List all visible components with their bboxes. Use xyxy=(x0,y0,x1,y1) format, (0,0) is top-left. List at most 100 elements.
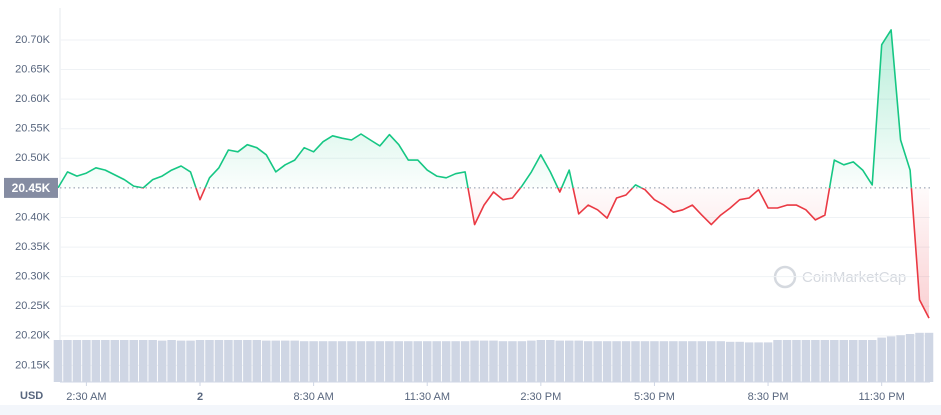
volume-bar xyxy=(886,336,896,382)
baseline-label-box xyxy=(4,177,58,198)
volume-bar xyxy=(262,340,271,382)
volume-bar xyxy=(621,341,631,382)
volume-bar xyxy=(441,341,451,382)
y-tick-label: 20.60K xyxy=(15,93,51,105)
volume-bar xyxy=(148,340,157,382)
volume-bar xyxy=(498,341,508,382)
volume-bar xyxy=(91,340,101,382)
volume-bar xyxy=(659,341,669,382)
volume-bar xyxy=(905,334,915,382)
price-line xyxy=(57,29,930,319)
volume-bar xyxy=(839,340,849,382)
baseline-label: 20.45K xyxy=(12,181,51,195)
volume-bar xyxy=(858,340,867,382)
volume-bar xyxy=(650,341,659,382)
volume-bar xyxy=(186,340,195,382)
volume-bar xyxy=(773,340,782,382)
volume-bar xyxy=(290,340,299,382)
y-tick-label: 20.20K xyxy=(15,330,51,342)
volume-bar xyxy=(205,340,214,382)
volume-bar xyxy=(896,335,905,382)
volume-bar xyxy=(252,340,262,382)
x-tick-label: 2:30 PM xyxy=(520,391,561,403)
volume-bar xyxy=(404,341,413,382)
volume-bar xyxy=(110,340,120,382)
watermark-text: CoinMarketCap xyxy=(802,269,906,286)
x-tick-label: 5:30 PM xyxy=(634,391,675,403)
volume-bar xyxy=(432,341,441,382)
y-tick-label: 20.25K xyxy=(15,300,51,312)
scroll-strip xyxy=(0,405,941,415)
volume-bar xyxy=(915,332,924,382)
y-tick-label: 20.15K xyxy=(15,359,51,371)
volume-bar xyxy=(243,340,252,382)
volume-bar xyxy=(195,340,205,382)
volume-bar xyxy=(782,340,792,382)
volume-bar xyxy=(53,340,63,382)
volume-bar xyxy=(422,341,432,382)
x-tick-label: 8:30 PM xyxy=(748,391,789,403)
volume-bar xyxy=(479,340,489,382)
volume-bar xyxy=(527,340,536,382)
y-tick-label: 20.70K xyxy=(15,34,51,46)
volume-bar xyxy=(583,341,593,382)
volume-bar xyxy=(877,337,886,382)
volume-bar xyxy=(233,340,243,382)
volume-bar xyxy=(725,341,735,382)
volume-bar xyxy=(385,341,394,382)
volume-bar xyxy=(754,342,763,382)
volume-bar xyxy=(546,340,555,382)
y-tick-label: 20.40K xyxy=(15,211,51,223)
volume-bar xyxy=(640,341,650,382)
volume-bar xyxy=(318,341,328,382)
volume-bar xyxy=(176,340,186,382)
currency-label: USD xyxy=(20,390,43,402)
volume-bar xyxy=(697,341,707,382)
volume-bar xyxy=(716,341,725,382)
volume-bar xyxy=(451,341,460,382)
volume-bar xyxy=(356,341,366,382)
price-area xyxy=(58,29,929,319)
volume-bar xyxy=(394,341,404,382)
y-tick-label: 20.30K xyxy=(15,271,51,283)
volume-bar xyxy=(224,340,233,382)
volume-bar xyxy=(849,340,858,382)
volume-bar xyxy=(328,341,337,382)
volume-bar xyxy=(413,341,423,382)
y-tick-label: 20.65K xyxy=(15,63,51,75)
volume-bar xyxy=(631,341,640,382)
x-tick-label: 2 xyxy=(197,391,203,403)
volume-bar xyxy=(271,340,281,382)
volume-bar xyxy=(299,341,309,382)
volume-bar xyxy=(820,340,830,382)
volume-bar xyxy=(82,340,91,382)
volume-bar xyxy=(536,340,546,382)
volume-bar xyxy=(101,340,110,382)
volume-bar xyxy=(678,341,688,382)
volume-bar xyxy=(830,340,839,382)
volume-bar xyxy=(138,340,148,382)
volume-bar xyxy=(460,341,470,382)
x-tick-label: 8:30 AM xyxy=(293,391,333,403)
volume-bar xyxy=(366,341,375,382)
y-tick-label: 20.35K xyxy=(15,241,51,253)
volume-bar xyxy=(309,341,318,382)
x-tick-label: 11:30 PM xyxy=(859,391,905,403)
x-tick-label: 11:30 AM xyxy=(404,391,450,403)
volume-bar xyxy=(593,341,602,382)
volume-bar xyxy=(375,341,385,382)
volume-bar xyxy=(120,340,129,382)
volume-bar xyxy=(669,341,678,382)
volume-bar xyxy=(347,341,356,382)
volume-bar xyxy=(470,340,479,382)
volume-bar xyxy=(792,340,801,382)
y-tick-label: 20.50K xyxy=(15,152,51,164)
volume-bar xyxy=(811,340,820,382)
volume-bar xyxy=(744,342,754,382)
volume-bar xyxy=(602,341,612,382)
volume-bar xyxy=(157,340,167,382)
volume-bar xyxy=(924,332,934,382)
y-tick-label: 20.55K xyxy=(15,123,51,135)
